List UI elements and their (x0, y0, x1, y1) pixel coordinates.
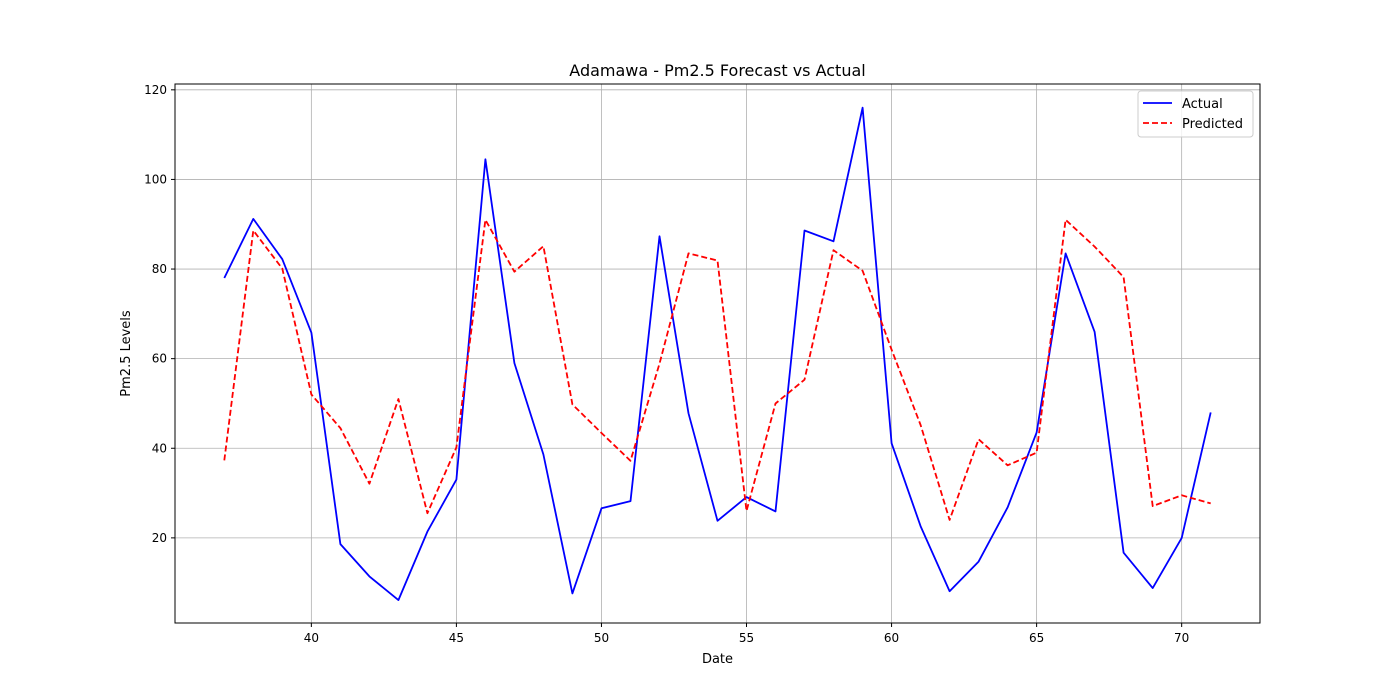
y-tick-label-40: 40 (152, 441, 167, 455)
series-line-predicted (223, 218, 1211, 521)
series-line-actual (223, 106, 1212, 601)
y-tick-label-60: 60 (152, 352, 167, 366)
x-tick-label-65: 65 (1029, 631, 1044, 645)
y-tick-label-20: 20 (152, 531, 167, 545)
chart-title: Adamawa - Pm2.5 Forecast vs Actual (569, 61, 865, 80)
legend-label-actual: Actual (1182, 97, 1223, 112)
y-tick-label-100: 100 (144, 172, 167, 186)
series-lines (223, 106, 1212, 601)
legend-label-predicted: Predicted (1182, 117, 1243, 132)
y-axis-label: Pm2.5 Levels (119, 310, 134, 397)
axis-ticks: 40 45 50 55 60 65 70 20 40 60 80 100 120 (144, 83, 1189, 645)
x-tick-label-55: 55 (739, 631, 754, 645)
y-tick-label-80: 80 (152, 262, 167, 276)
x-axis-label: Date (702, 652, 733, 667)
x-tick-label-60: 60 (884, 631, 899, 645)
legend: Actual Predicted (1137, 90, 1254, 138)
x-tick-label-45: 45 (449, 631, 464, 645)
x-tick-label-40: 40 (304, 631, 319, 645)
plot-area-frame (174, 83, 1261, 624)
grid (175, 84, 1260, 623)
x-tick-label-50: 50 (594, 631, 609, 645)
x-tick-label-70: 70 (1174, 631, 1189, 645)
y-tick-label-120: 120 (144, 83, 167, 97)
